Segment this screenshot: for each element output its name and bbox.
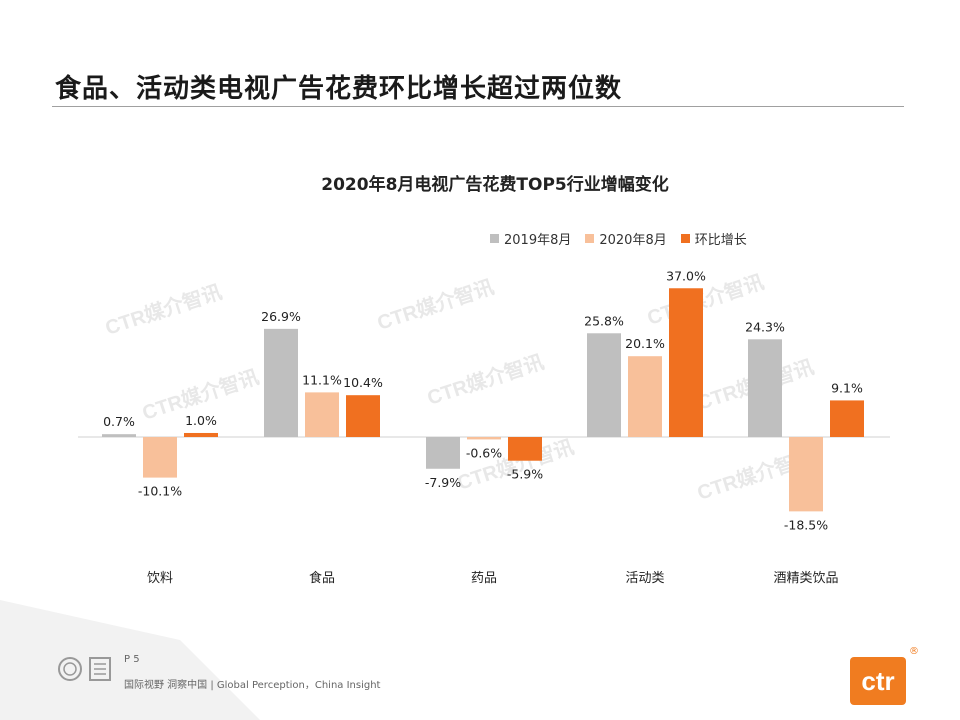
legend-label-growth: 环比增长: [694, 233, 747, 248]
chart-title: 2020年8月电视广告花费TOP5行业增幅变化: [321, 175, 669, 195]
bar: [789, 437, 823, 512]
data-label: -0.6%: [466, 445, 502, 460]
data-label: -10.1%: [138, 484, 182, 499]
certification-icon: [58, 657, 111, 681]
legend-label-2019: 2019年8月: [504, 233, 572, 248]
watermark-text: CTR媒介智讯: [102, 280, 225, 340]
data-label: -5.9%: [507, 467, 543, 482]
category-label: 活动类: [625, 571, 664, 586]
legend-swatch-2019: [490, 234, 499, 243]
data-label: 37.0%: [666, 268, 706, 283]
data-label: 25.8%: [584, 313, 624, 328]
bar: [346, 395, 380, 437]
bar: [628, 356, 662, 437]
category-label: 饮料: [147, 571, 173, 586]
category-label: 食品: [309, 570, 335, 586]
category-label: 酒精类饮品: [773, 571, 838, 586]
chart-legend: 2019年8月 2020年8月 环比增长: [490, 229, 747, 248]
bar: [748, 339, 782, 437]
bar: [305, 392, 339, 437]
bar: [467, 437, 501, 440]
bar: [102, 434, 136, 437]
data-label: 1.0%: [185, 413, 217, 428]
bar: [184, 432, 218, 437]
data-label: 20.1%: [625, 336, 665, 351]
data-label: 24.3%: [745, 319, 785, 334]
data-label: -18.5%: [784, 517, 828, 532]
legend-item-2020: 2020年8月: [585, 229, 667, 248]
bar: [508, 437, 542, 461]
ctr-logo: ctr: [850, 657, 906, 705]
bar: [587, 333, 621, 437]
data-label: 0.7%: [103, 414, 135, 429]
bar: [426, 437, 460, 469]
footer-tagline: 国际视野 洞察中国 | Global Perception，China Insi…: [124, 680, 381, 691]
legend-item-2019: 2019年8月: [490, 229, 571, 248]
title-divider: [52, 106, 904, 107]
bar: [143, 437, 177, 478]
page-number: P 5: [124, 654, 140, 665]
legend-item-growth: 环比增长: [680, 229, 747, 248]
footer-decoration: [0, 600, 260, 720]
bar: [830, 400, 864, 437]
bar: [264, 328, 298, 437]
data-label: 9.1%: [831, 380, 863, 395]
data-label: 10.4%: [343, 375, 383, 390]
legend-swatch-growth: [680, 234, 690, 243]
watermark-text: CTR媒介智讯: [424, 350, 547, 410]
watermark-text: CTR媒介智讯: [374, 275, 497, 335]
data-label: -7.9%: [425, 475, 461, 490]
data-label: 11.1%: [302, 372, 342, 387]
data-label: 26.9%: [261, 309, 301, 324]
bar: [669, 288, 703, 437]
legend-label-2020: 2020年8月: [599, 233, 667, 248]
slide-title: 食品、活动类电视广告花费环比增长超过两位数: [55, 74, 623, 104]
legend-swatch-2020: [585, 234, 595, 243]
category-label: 药品: [471, 571, 497, 586]
registered-mark: ®: [909, 646, 919, 657]
